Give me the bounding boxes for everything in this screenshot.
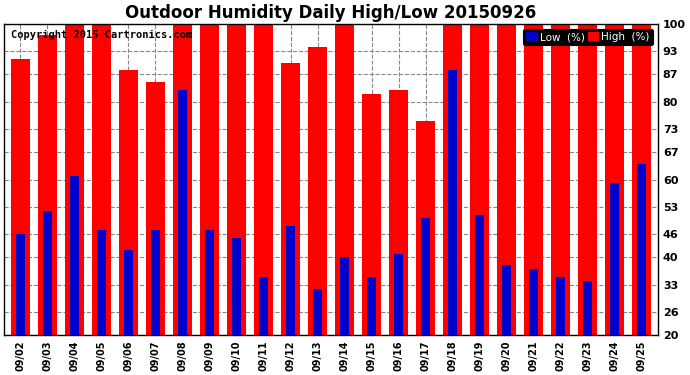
Bar xyxy=(254,24,273,335)
Bar xyxy=(92,24,111,335)
Title: Outdoor Humidity Daily High/Low 20150926: Outdoor Humidity Daily High/Low 20150926 xyxy=(126,4,537,22)
Bar xyxy=(227,24,246,335)
Bar xyxy=(232,238,241,335)
Text: Copyright 2015 Cartronics.com: Copyright 2015 Cartronics.com xyxy=(11,30,192,40)
Bar xyxy=(259,277,268,335)
Bar xyxy=(308,47,327,335)
Bar xyxy=(281,63,300,335)
Bar xyxy=(583,281,593,335)
Bar xyxy=(443,24,462,335)
Bar xyxy=(362,94,381,335)
Bar xyxy=(38,35,57,335)
Bar xyxy=(475,214,484,335)
Bar xyxy=(497,24,516,335)
Bar xyxy=(389,90,408,335)
Bar xyxy=(502,265,511,335)
Bar xyxy=(367,277,376,335)
Bar xyxy=(119,70,138,335)
Bar xyxy=(173,24,192,335)
Bar xyxy=(637,164,647,335)
Bar xyxy=(340,258,349,335)
Bar xyxy=(65,24,84,335)
Bar xyxy=(421,219,431,335)
Bar xyxy=(524,24,543,335)
Bar xyxy=(470,24,489,335)
Bar xyxy=(605,24,624,335)
Bar xyxy=(610,183,620,335)
Bar xyxy=(150,230,160,335)
Bar xyxy=(178,90,187,335)
Bar xyxy=(529,269,538,335)
Bar xyxy=(416,121,435,335)
Bar xyxy=(313,289,322,335)
Bar xyxy=(394,254,404,335)
Bar xyxy=(632,24,651,335)
Bar xyxy=(97,230,106,335)
Bar xyxy=(43,211,52,335)
Bar xyxy=(286,226,295,335)
Bar xyxy=(200,24,219,335)
Bar xyxy=(146,82,165,335)
Bar xyxy=(16,234,25,335)
Bar xyxy=(556,277,565,335)
Bar xyxy=(335,24,354,335)
Bar xyxy=(578,24,597,335)
Legend: Low  (%), High  (%): Low (%), High (%) xyxy=(523,29,653,45)
Bar xyxy=(205,230,214,335)
Bar xyxy=(124,250,133,335)
Bar xyxy=(551,24,570,335)
Bar xyxy=(448,70,457,335)
Bar xyxy=(11,59,30,335)
Bar xyxy=(70,176,79,335)
